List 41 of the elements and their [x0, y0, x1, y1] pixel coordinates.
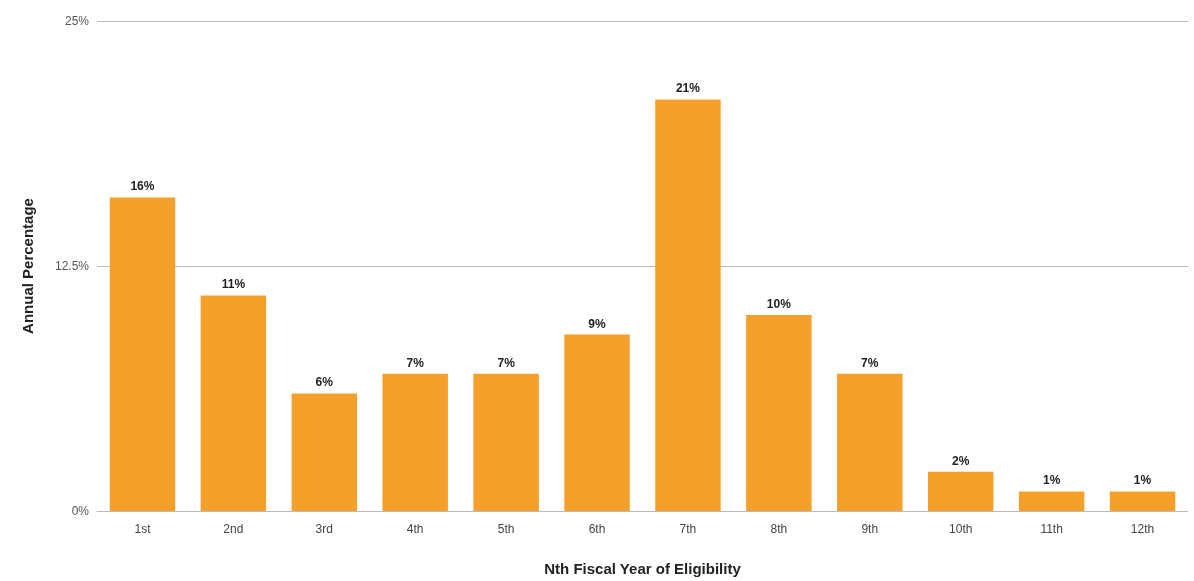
x-tick-label: 12th — [1130, 522, 1155, 536]
bar — [746, 315, 812, 511]
x-tick-label: 1st — [134, 522, 152, 536]
x-tick-label: 2nd — [223, 522, 244, 536]
data-label: 7% — [406, 355, 425, 370]
bar — [382, 373, 448, 511]
bar — [1018, 491, 1085, 511]
bar — [200, 295, 267, 511]
bar — [1109, 491, 1176, 511]
y-tick-label: 0% — [71, 504, 90, 518]
bar — [291, 393, 358, 511]
data-label: 7% — [497, 355, 516, 370]
bar — [109, 197, 176, 511]
y-tick-label: 12.5% — [54, 259, 90, 273]
bar — [564, 334, 630, 511]
data-label: 10% — [766, 297, 792, 311]
x-tick-label: 7th — [679, 522, 697, 536]
data-label: 6% — [315, 375, 334, 390]
x-tick-label: 6th — [588, 522, 606, 536]
data-label: 21% — [675, 81, 701, 96]
x-tick-label: 3rd — [315, 522, 333, 536]
bar — [927, 471, 994, 511]
data-label: 11% — [221, 277, 246, 292]
bar — [655, 99, 721, 511]
bar — [837, 373, 903, 511]
x-tick-label: 9th — [861, 522, 879, 536]
data-label: 16% — [130, 179, 155, 194]
data-label: 1% — [1042, 473, 1061, 488]
bar — [473, 373, 539, 511]
y-tick-label: 25% — [64, 14, 90, 28]
data-label: 1% — [1133, 473, 1152, 488]
x-axis-title: Nth Fiscal Year of Eligibility — [544, 560, 742, 577]
data-label: 9% — [588, 316, 607, 331]
x-tick-label: 5th — [497, 522, 515, 536]
data-label: 2% — [952, 453, 970, 468]
y-axis-title: Annual Percentage — [19, 198, 36, 334]
data-label: 7% — [861, 355, 879, 370]
x-tick-label: 8th — [770, 522, 788, 536]
x-tick-label: 11th — [1040, 522, 1063, 536]
x-tick-label: 4th — [406, 522, 424, 536]
x-tick-label: 10th — [949, 522, 973, 536]
